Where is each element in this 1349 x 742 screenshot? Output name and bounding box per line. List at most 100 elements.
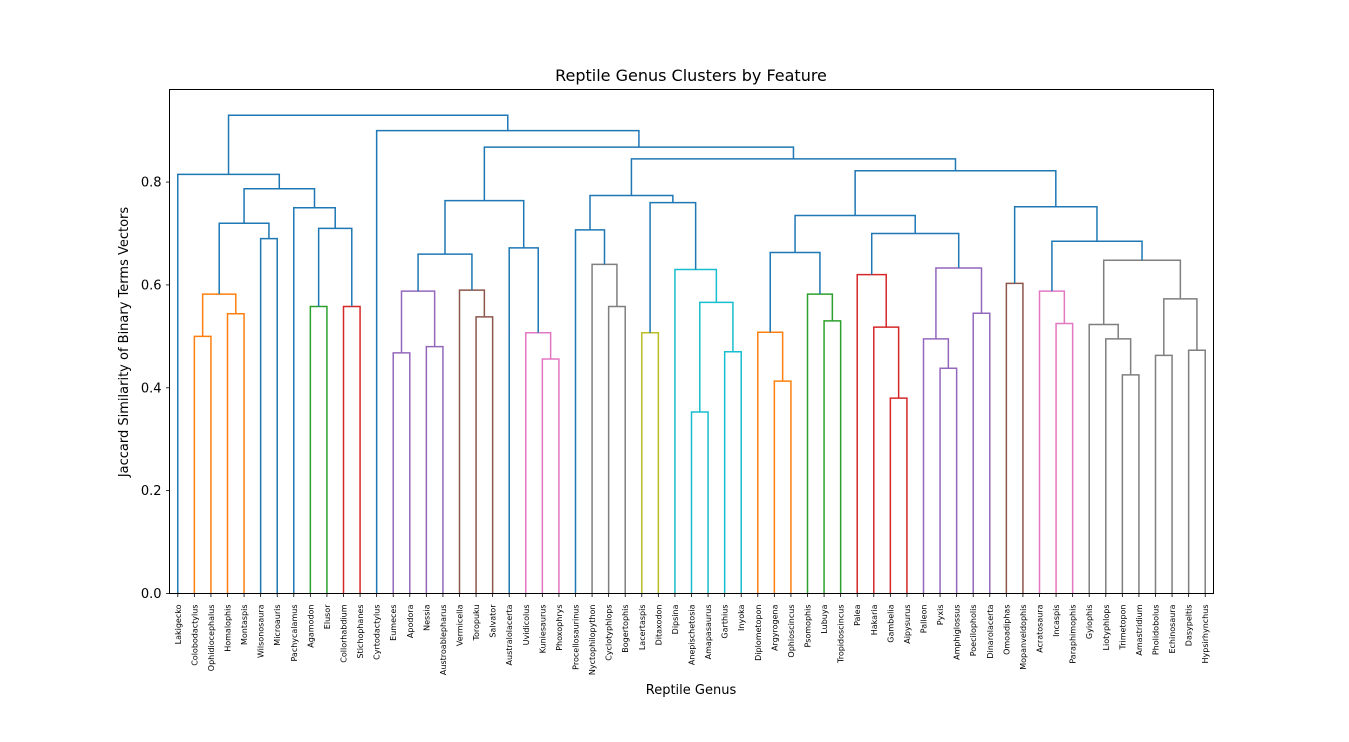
leaf-label: Vermicella: [456, 604, 465, 646]
leaf-label: Eumeces: [389, 605, 398, 641]
leaf-label: Garthius: [721, 605, 730, 639]
leaf-label: Paraphimophis: [1069, 605, 1078, 664]
dendrogram-link-20: [444, 199, 525, 255]
leaf-label: Hypsirhynchus: [1201, 605, 1210, 664]
y-tick-label: 0.0: [141, 587, 162, 602]
leaf-label: Dipsina: [671, 604, 680, 634]
leaf-label: Procellosaurinus: [572, 605, 581, 670]
dendrogram-link-45: [1005, 282, 1024, 594]
dendrogram-link-61: [227, 114, 509, 175]
dendrogram-link-33: [823, 320, 842, 594]
leaf-label: Nyctophilopython: [588, 605, 597, 676]
leaf-label: Ophioscincus: [787, 605, 796, 658]
dendrogram-link-60: [375, 129, 640, 594]
leaf-label: Nessia: [422, 604, 431, 630]
y-axis: 0.0 0.2 0.4 0.6 0.8: [141, 176, 170, 602]
leaf-label: Amphiglossus: [953, 605, 962, 660]
leaf-label: Dasypeltis: [1185, 605, 1194, 647]
leaf-label: Pachycalamus: [290, 605, 299, 662]
leaf-label: Ditaxodon: [654, 605, 663, 646]
dendrogram-link-39: [939, 367, 958, 594]
dendrogram-links: [177, 114, 1206, 594]
leaf-label: Lakigecko: [174, 604, 183, 644]
leaf-label: Homalophis: [224, 605, 233, 652]
dendrogram-link-38: [856, 273, 887, 594]
dendrogram-link-35: [769, 251, 821, 333]
dendrogram-link-30: [589, 194, 674, 230]
dendrogram-link-26: [723, 351, 742, 594]
leaf-label: Australolacerta: [505, 604, 514, 665]
leaf-label: Palleon: [920, 605, 929, 634]
dendrogram-link-52: [1187, 349, 1206, 594]
dendrogram-link-29: [649, 201, 697, 333]
dendrogram-link-51: [1154, 354, 1173, 594]
leaf-label: Mopanveldophis: [1019, 605, 1028, 670]
leaf-label: Toropuku: [472, 605, 481, 642]
leaf-label: Stichophanes: [356, 605, 365, 659]
dendrogram-link-17: [541, 358, 560, 594]
leaf-label: Microauris: [273, 605, 282, 646]
leaf-label: Lacertaspis: [638, 605, 647, 651]
leaf-label: Liotyphlops: [1102, 605, 1111, 651]
leaf-label: Elusor: [323, 604, 332, 629]
leaf-label: Tropidoscincus: [837, 605, 846, 665]
leaf-label: Lubuya: [820, 604, 829, 633]
leaf-label: Austroablepharus: [439, 605, 448, 676]
leaf-label: Agamodon: [306, 605, 315, 648]
leaf-label: Wilsonosaura: [257, 604, 266, 658]
dendrogram-link-2: [201, 293, 237, 337]
y-tick-label: 0.8: [141, 176, 162, 191]
leaf-label: Salvator: [489, 604, 498, 638]
dendrogram-link-1: [226, 312, 245, 594]
dendrogram-link-49: [1105, 338, 1132, 594]
dendrogram-link-50: [1088, 323, 1119, 594]
leaf-label: Anepischetosia: [688, 604, 697, 665]
leaf-label: Acratosaura: [1036, 604, 1045, 652]
dendrogram-link-48: [1121, 374, 1140, 594]
dendrogram-link-54: [1102, 259, 1182, 325]
x-axis-label: Reptile Genus: [646, 683, 737, 698]
y-axis-label: Jaccard Similarity of Binary Terms Vecto…: [117, 207, 132, 479]
dendrogram-link-12: [425, 345, 444, 594]
dendrogram-link-40: [922, 338, 950, 594]
dendrogram-link-3: [259, 237, 278, 594]
chart-title: Reptile Genus Clusters by Feature: [555, 66, 827, 85]
dendrogram-link-32: [757, 331, 784, 594]
leaf-label: Argyrogena: [770, 604, 779, 651]
leaf-label: Psomophis: [804, 605, 813, 648]
leaf-label: Amastridium: [1135, 604, 1144, 655]
leaf-label: Cyrtodactylus: [373, 605, 382, 660]
leaf-label: Dinarolacerta: [986, 604, 995, 658]
leaf-label: Uvidicolus: [522, 605, 531, 646]
leaf-label: Inyoka: [737, 604, 746, 631]
leaf-label: Colobodactylus: [190, 605, 199, 666]
leaf-label: Pyxis: [936, 605, 945, 626]
leaf-label: Aipysurus: [903, 605, 912, 644]
y-tick-label: 0.4: [141, 381, 162, 396]
leaf-label: Pholidobolus: [1152, 605, 1161, 656]
leaf-label: Trimetopon: [1118, 605, 1127, 651]
leaf-label: Ophidiocephalus: [207, 605, 216, 672]
dendrogram-link-34: [806, 293, 834, 594]
dendrogram-link-21: [607, 305, 626, 594]
leaf-label: Gambelia: [886, 604, 895, 642]
plot-frame: [169, 89, 1214, 594]
y-tick-label: 0.6: [141, 278, 162, 293]
leaf-label: Gyiophis: [1085, 605, 1094, 640]
dendrogram-link-58: [630, 158, 957, 196]
dendrogram-link-8: [293, 207, 336, 594]
leaf-label: Kuniesaurus: [538, 605, 547, 654]
y-tick-label: 0.2: [141, 484, 162, 499]
leaf-label: Cyclotyphlops: [605, 605, 614, 661]
leaf-label: Echinosaura: [1168, 604, 1177, 653]
leaf-label: Omoadiphas: [1002, 605, 1011, 655]
dendrogram-link-5: [309, 305, 328, 594]
leaf-label: Diplometopon: [754, 605, 763, 661]
leaf-label: Apodora: [406, 604, 415, 638]
leaf-label: Incaspis: [1052, 605, 1061, 637]
leaf-label: Hakaria: [870, 604, 879, 635]
leaf-label: Palea: [853, 604, 862, 626]
leaf-labels: Lakigecko Colobodactylus Ophidiocephalus Ho…: [174, 593, 1210, 676]
leaf-label: Poecilopholis: [969, 605, 978, 657]
